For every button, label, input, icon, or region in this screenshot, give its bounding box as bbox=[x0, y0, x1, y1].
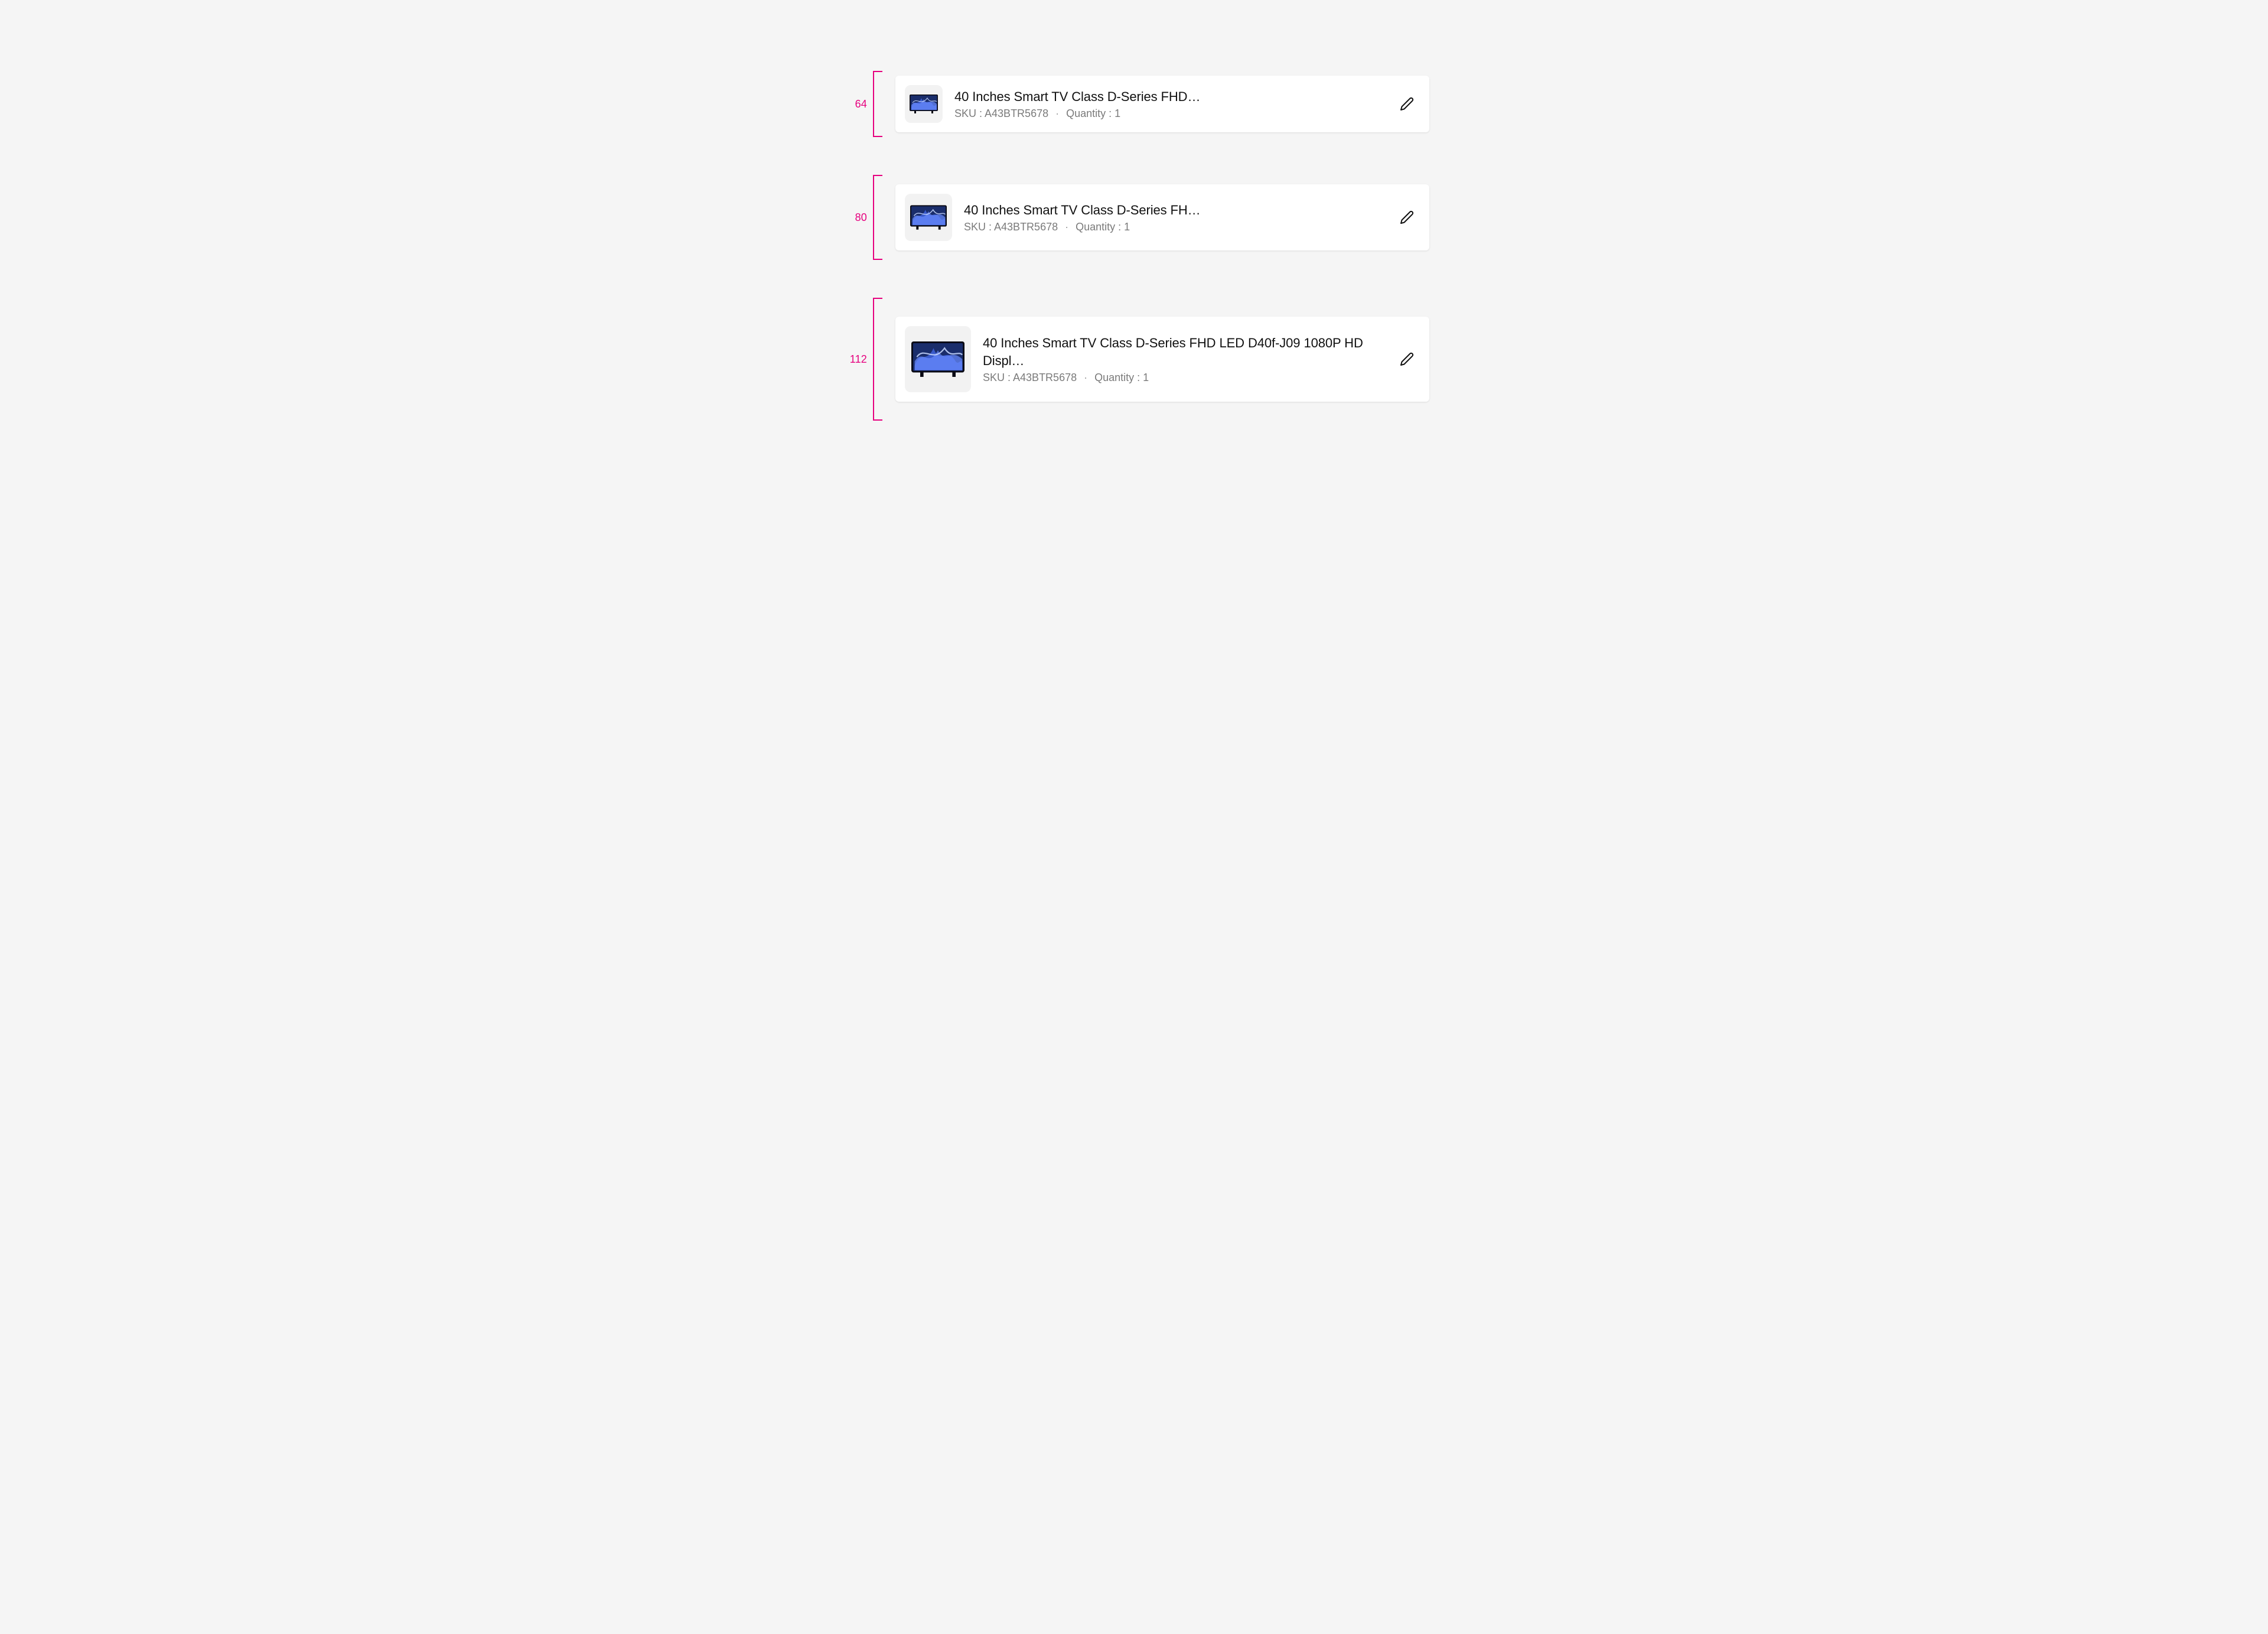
tv-product-image bbox=[911, 341, 964, 377]
sku-group: SKU : A43BTR5678 bbox=[964, 221, 1058, 233]
product-thumbnail bbox=[905, 194, 952, 241]
meta-separator: · bbox=[1065, 221, 1068, 233]
product-info: 40 Inches Smart TV Class D-Series FHD… S… bbox=[954, 88, 1384, 121]
sku-group: SKU : A43BTR5678 bbox=[954, 108, 1048, 120]
sku-label: SKU : bbox=[983, 372, 1011, 383]
edit-button[interactable] bbox=[1396, 349, 1418, 370]
sku-group: SKU : A43BTR5678 bbox=[983, 372, 1077, 384]
size-measure: 64 bbox=[839, 71, 881, 137]
product-info: 40 Inches Smart TV Class D-Series FHD LE… bbox=[983, 334, 1384, 384]
variant-row-80: 80 40 Inches Smart TV Class D-Series FH… bbox=[839, 175, 1429, 260]
tv-product-image bbox=[910, 205, 947, 230]
size-measure: 112 bbox=[839, 298, 881, 421]
component-spec-stage: 64 40 Inches Smart TV Class D-Series FHD… bbox=[839, 71, 1429, 421]
size-measure-bracket bbox=[873, 298, 881, 421]
pencil-icon bbox=[1400, 352, 1414, 366]
product-title: 40 Inches Smart TV Class D-Series FHD… bbox=[954, 88, 1384, 106]
size-measure: 80 bbox=[839, 175, 881, 260]
meta-separator: · bbox=[1055, 108, 1059, 120]
qty-label: Quantity : bbox=[1094, 372, 1140, 383]
product-thumbnail bbox=[905, 85, 943, 123]
sku-label: SKU : bbox=[954, 108, 982, 119]
size-measure-label: 80 bbox=[855, 211, 867, 224]
sku-value: A43BTR5678 bbox=[994, 221, 1058, 233]
edit-button[interactable] bbox=[1396, 93, 1418, 115]
sku-label: SKU : bbox=[964, 221, 992, 233]
edit-button[interactable] bbox=[1396, 207, 1418, 228]
tv-product-image bbox=[910, 95, 938, 113]
size-measure-label: 64 bbox=[855, 98, 867, 110]
qty-value: 1 bbox=[1115, 108, 1120, 119]
sku-value: A43BTR5678 bbox=[985, 108, 1048, 119]
qty-value: 1 bbox=[1143, 372, 1149, 383]
variant-row-64: 64 40 Inches Smart TV Class D-Series FHD… bbox=[839, 71, 1429, 137]
pencil-icon bbox=[1400, 97, 1414, 111]
product-card: 40 Inches Smart TV Class D-Series FH… SK… bbox=[895, 184, 1429, 250]
product-title: 40 Inches Smart TV Class D-Series FH… bbox=[964, 201, 1384, 219]
pencil-icon bbox=[1400, 210, 1414, 224]
product-thumbnail bbox=[905, 326, 971, 392]
sku-value: A43BTR5678 bbox=[1013, 372, 1077, 383]
size-measure-bracket bbox=[873, 71, 881, 137]
product-meta: SKU : A43BTR5678 · Quantity : 1 bbox=[983, 372, 1384, 384]
product-meta: SKU : A43BTR5678 · Quantity : 1 bbox=[964, 221, 1384, 233]
qty-value: 1 bbox=[1124, 221, 1130, 233]
meta-separator: · bbox=[1084, 372, 1087, 384]
qty-label: Quantity : bbox=[1066, 108, 1112, 119]
product-card: 40 Inches Smart TV Class D-Series FHD… S… bbox=[895, 76, 1429, 132]
product-meta: SKU : A43BTR5678 · Quantity : 1 bbox=[954, 108, 1384, 120]
product-title: 40 Inches Smart TV Class D-Series FHD LE… bbox=[983, 334, 1384, 369]
size-measure-label: 112 bbox=[850, 353, 867, 366]
qty-label: Quantity : bbox=[1076, 221, 1121, 233]
qty-group: Quantity : 1 bbox=[1094, 372, 1149, 384]
variant-row-112: 112 40 Inches Smart TV Class D-Series FH… bbox=[839, 298, 1429, 421]
product-info: 40 Inches Smart TV Class D-Series FH… SK… bbox=[964, 201, 1384, 234]
qty-group: Quantity : 1 bbox=[1076, 221, 1130, 233]
qty-group: Quantity : 1 bbox=[1066, 108, 1120, 120]
product-card: 40 Inches Smart TV Class D-Series FHD LE… bbox=[895, 317, 1429, 402]
size-measure-bracket bbox=[873, 175, 881, 260]
